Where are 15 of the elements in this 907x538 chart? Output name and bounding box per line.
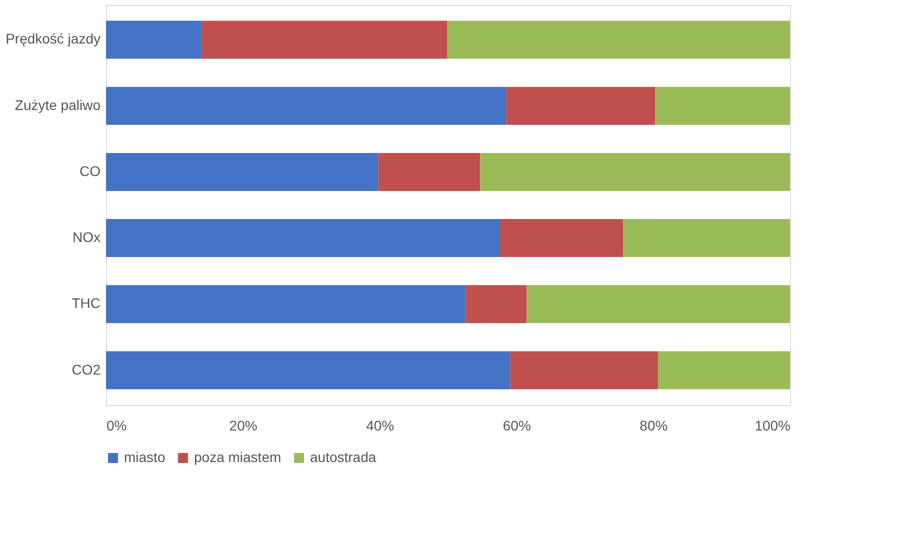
x-tick-label: 20%: [229, 418, 258, 434]
x-tick-label: 40%: [366, 418, 394, 434]
legend-label: poza miastem: [194, 449, 282, 465]
x-tick-label: 60%: [502, 418, 531, 434]
y-tick-label: Zużyte paliwo: [14, 96, 101, 113]
y-tick-label: NOx: [72, 229, 100, 246]
y-tick-label: THC: [72, 295, 100, 312]
y-tick-label: CO2: [72, 361, 101, 378]
legend-label: miasto: [124, 449, 166, 465]
x-tick-label: 80%: [640, 418, 668, 434]
y-tick-label: Prędkość jazdy: [6, 30, 100, 47]
x-tick-label: 0%: [106, 418, 127, 434]
legend-label: autostrada: [310, 449, 376, 465]
y-tick-label: CO: [80, 162, 101, 179]
x-tick-label: 100%: [754, 418, 790, 434]
